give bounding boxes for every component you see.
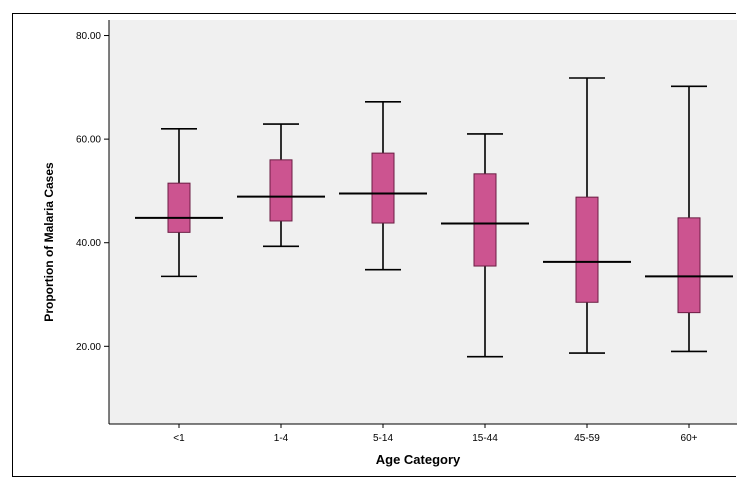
boxes [135, 77, 733, 358]
iqr-box [575, 196, 599, 303]
box-6 [645, 85, 733, 353]
y-axis: 20.00 40.00 60.00 80.00 [76, 31, 109, 353]
iqr-box [371, 152, 395, 224]
plot-background [109, 20, 737, 424]
plot-area [108, 20, 737, 425]
x-tick-label: 5-14 [373, 433, 393, 444]
x-tick-label: 15-44 [472, 433, 498, 444]
y-tick-label: 20.00 [76, 342, 101, 353]
x-tick-label: <1 [173, 433, 185, 444]
x-axis: <1 1-4 5-14 15-44 45-59 60+ [173, 424, 698, 444]
y-axis-title: Proportion of Malaria Cases [42, 162, 56, 322]
x-axis-title: Age Category [376, 452, 461, 467]
y-tick-label: 60.00 [76, 135, 101, 146]
y-tick-label: 40.00 [76, 238, 101, 249]
iqr-box [677, 217, 701, 314]
box-4 [441, 133, 529, 358]
iqr-box [473, 173, 497, 267]
chart-frame: 20.00 40.00 60.00 80.00 <1 1-4 5-14 15-44 45-59… [12, 13, 737, 477]
x-tick-label: 45-59 [574, 433, 600, 444]
iqr-box [167, 182, 191, 233]
y-tick-label: 80.00 [76, 31, 101, 42]
iqr-box [269, 159, 293, 222]
box-5 [543, 77, 631, 354]
box-2 [237, 123, 325, 248]
box-3 [339, 101, 427, 271]
boxplot-chart: 20.00 40.00 60.00 80.00 <1 1-4 5-14 15-44 45-59… [42, 20, 737, 467]
box-1 [135, 127, 223, 278]
x-tick-label: 60+ [681, 433, 698, 444]
x-tick-label: 1-4 [274, 433, 289, 444]
